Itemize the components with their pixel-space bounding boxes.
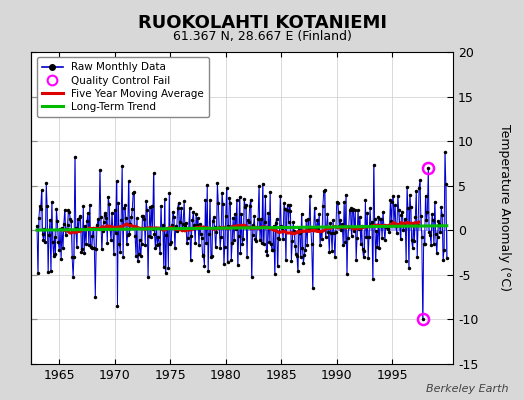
Y-axis label: Temperature Anomaly (°C): Temperature Anomaly (°C)	[498, 124, 511, 292]
Text: Berkeley Earth: Berkeley Earth	[426, 384, 508, 394]
Text: RUOKOLAHTI KOTANIEMI: RUOKOLAHTI KOTANIEMI	[137, 14, 387, 32]
Legend: Raw Monthly Data, Quality Control Fail, Five Year Moving Average, Long-Term Tren: Raw Monthly Data, Quality Control Fail, …	[37, 57, 209, 117]
Text: 61.367 N, 28.667 E (Finland): 61.367 N, 28.667 E (Finland)	[172, 30, 352, 43]
